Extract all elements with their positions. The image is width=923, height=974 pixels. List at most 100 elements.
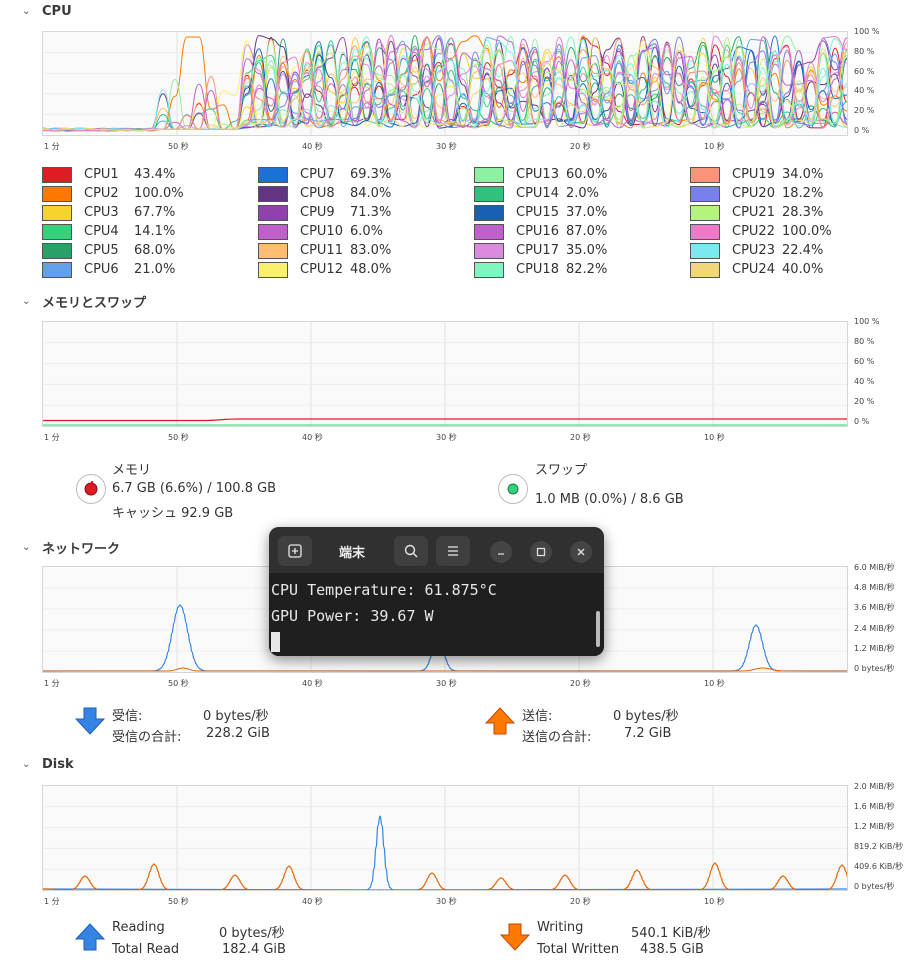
cpu-legend-item[interactable]: CPU1 43.4% (42, 165, 194, 184)
color-swatch[interactable] (474, 242, 504, 259)
chevron-down-icon: ⌄ (22, 296, 31, 307)
disk-write-series-line (43, 862, 847, 890)
terminal-header-bar[interactable]: 端末 (269, 527, 604, 573)
cpu-legend-item[interactable]: CPU24 40.0% (690, 260, 842, 279)
cpu-legend-item[interactable]: CPU16 87.0% (474, 222, 626, 241)
color-swatch[interactable] (42, 242, 72, 259)
color-swatch[interactable] (258, 166, 288, 183)
y-tick-label: 6.0 MiB/秒 (854, 563, 895, 572)
color-swatch[interactable] (42, 204, 72, 221)
cpu-series-line (43, 37, 847, 131)
menu-button[interactable] (436, 536, 470, 566)
y-tick-label: 20 % (854, 397, 875, 406)
color-swatch[interactable] (258, 204, 288, 221)
terminal-prompt[interactable] (271, 632, 602, 656)
recv-total-value: 228.2 GiB (206, 726, 270, 741)
cpu-legend-name: CPU2 (84, 186, 119, 201)
cpu-legend-item[interactable]: CPU18 82.2% (474, 260, 626, 279)
cpu-legend-item[interactable]: CPU14 2.0% (474, 184, 626, 203)
color-swatch[interactable] (474, 185, 504, 202)
cpu-legend-item[interactable]: CPU20 18.2% (690, 184, 842, 203)
color-swatch[interactable] (690, 223, 720, 240)
cpu-legend-item[interactable]: CPU15 37.0% (474, 203, 626, 222)
cpu-legend-item[interactable]: CPU5 68.0% (42, 241, 194, 260)
color-swatch[interactable] (474, 204, 504, 221)
cpu-legend-item[interactable]: CPU21 28.3% (690, 203, 842, 222)
cpu-legend-item[interactable]: CPU19 34.0% (690, 165, 842, 184)
cpu-legend-item[interactable]: CPU22 100.0% (690, 222, 842, 241)
y-tick-label: 40 % (854, 377, 875, 386)
memory-value: 6.7 GB (6.6%) / 100.8 GB (112, 481, 277, 496)
cpu-legend-item[interactable]: CPU23 22.4% (690, 241, 842, 260)
memory-section-title: メモリとスワップ (42, 296, 147, 311)
x-tick-label: 20 秒 (570, 433, 591, 442)
memory-usage-line (43, 418, 847, 422)
color-swatch[interactable] (474, 166, 504, 183)
cpu-legend-name: CPU4 (84, 224, 119, 239)
cpu-legend-name: CPU17 (516, 243, 559, 258)
color-swatch[interactable] (42, 223, 72, 240)
color-swatch[interactable] (690, 204, 720, 221)
memory-label: メモリ (112, 463, 152, 478)
cpu-legend-value: 68.0% (134, 243, 176, 258)
cpu-legend-item[interactable]: CPU6 21.0% (42, 260, 194, 279)
memory-section-header[interactable]: ⌄ メモリとスワップ (22, 292, 146, 311)
disk-write-arrow-icon (500, 923, 530, 951)
color-swatch[interactable] (474, 261, 504, 278)
color-swatch[interactable] (258, 242, 288, 259)
color-swatch[interactable] (258, 223, 288, 240)
cpu-legend-value: 14.1% (134, 224, 176, 239)
cpu-legend-item[interactable]: CPU17 35.0% (474, 241, 626, 260)
cpu-section-title: CPU (42, 4, 72, 19)
x-tick-label: 40 秒 (302, 142, 323, 151)
cpu-legend-name: CPU18 (516, 262, 559, 277)
send-series-line (43, 667, 847, 672)
cpu-legend-name: CPU6 (84, 262, 119, 277)
cpu-legend-item[interactable]: CPU12 48.0% (258, 260, 410, 279)
cpu-legend-item[interactable]: CPU10 6.0% (258, 222, 410, 241)
cpu-legend-item[interactable]: CPU4 14.1% (42, 222, 194, 241)
search-button[interactable] (394, 536, 428, 566)
cpu-series-line (43, 34, 847, 132)
color-swatch[interactable] (690, 261, 720, 278)
cpu-legend-item[interactable]: CPU9 71.3% (258, 203, 410, 222)
cpu-legend-item[interactable]: CPU7 69.3% (258, 165, 410, 184)
color-swatch[interactable] (690, 242, 720, 259)
cpu-section-header[interactable]: ⌄ CPU (22, 4, 72, 19)
cpu-legend-value: 34.0% (782, 167, 824, 182)
minimize-button[interactable] (490, 541, 512, 563)
cpu-legend-item[interactable]: CPU8 84.0% (258, 184, 410, 203)
color-swatch[interactable] (474, 223, 504, 240)
color-swatch[interactable] (258, 185, 288, 202)
color-swatch[interactable] (42, 261, 72, 278)
color-swatch[interactable] (42, 166, 72, 183)
memory-usage-pie-icon (76, 474, 106, 504)
color-swatch[interactable] (42, 185, 72, 202)
color-swatch[interactable] (690, 166, 720, 183)
disk-section-header[interactable]: ⌄ Disk (22, 757, 74, 772)
y-tick-label: 0 bytes/秒 (854, 882, 895, 891)
terminal-window[interactable]: 端末 (269, 527, 604, 656)
cpu-legend-name: CPU9 (300, 205, 335, 220)
cpu-legend-item[interactable]: CPU3 67.7% (42, 203, 194, 222)
terminal-line-cpu-temp: CPU Temperature: 61.875°C (271, 581, 497, 599)
menu-icon (448, 546, 458, 556)
cpu-legend-name: CPU19 (732, 167, 775, 182)
cpu-legend-value: 43.4% (134, 167, 176, 182)
network-section-header[interactable]: ⌄ ネットワーク (22, 538, 120, 557)
cpu-legend-item[interactable]: CPU13 60.0% (474, 165, 626, 184)
new-tab-button[interactable] (278, 536, 312, 566)
y-tick-label: 819.2 KiB/秒 (854, 842, 904, 851)
color-swatch[interactable] (258, 261, 288, 278)
cpu-legend-value: 28.3% (782, 205, 824, 220)
color-swatch[interactable] (690, 185, 720, 202)
cpu-legend-item[interactable]: CPU11 83.0% (258, 241, 410, 260)
disk-write-label: Writing (537, 920, 584, 935)
terminal-scrollbar[interactable] (596, 611, 600, 647)
cpu-legend-name: CPU12 (300, 262, 343, 277)
disk-total-written-value: 438.5 GiB (640, 942, 704, 957)
close-button[interactable] (570, 541, 592, 563)
cpu-legend-item[interactable]: CPU2 100.0% (42, 184, 194, 203)
terminal-output[interactable]: CPU Temperature: 61.875°C GPU Power: 39.… (269, 573, 604, 656)
maximize-button[interactable] (530, 541, 552, 563)
